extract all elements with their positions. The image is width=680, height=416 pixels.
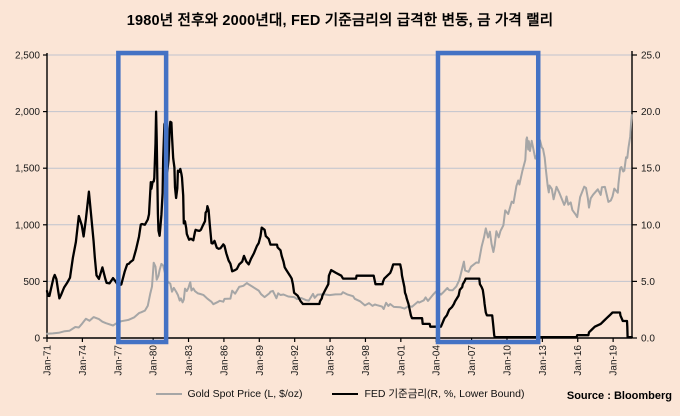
highlight-box-1	[116, 50, 169, 345]
legend-item-gold: Gold Spot Price (L, $/oz)	[155, 387, 303, 400]
source-label: Source : Bloomberg	[566, 390, 672, 402]
x-axis-tick-label: Jan-16	[573, 345, 584, 376]
x-axis-tick-label: Jan-98	[361, 345, 372, 376]
x-axis-tick-label: Jan-04	[432, 345, 443, 376]
x-axis-tick-label: Jan-83	[184, 345, 195, 376]
x-axis-tick-label: Jan-80	[149, 345, 160, 376]
left-axis-tick-label: 0	[34, 334, 40, 345]
left-axis-tick-label: 2,500	[15, 51, 40, 62]
highlight-box-2	[435, 50, 541, 345]
right-axis-tick-label: 10.0	[641, 220, 661, 231]
legend-label-fed: FED 기준금리(R, %, Lower Bound)	[364, 388, 525, 400]
chart-title: 1980년 전후와 2000년대, FED 기준금리의 급격한 변동, 금 가격…	[126, 13, 554, 29]
x-axis-tick-label: Jan-01	[396, 345, 407, 376]
gold-spot-price-line	[46, 114, 633, 335]
gridlines	[47, 54, 632, 282]
x-axis-tick-label: Jan-13	[538, 345, 549, 376]
x-axis-tick-label: Jan-71	[43, 345, 54, 376]
left-axis-tick-label: 2,000	[15, 107, 40, 118]
legend-label-gold: Gold Spot Price (L, $/oz)	[187, 387, 303, 400]
fed-funds-rate-line	[45, 110, 633, 339]
left-axis-tick-label: 1,500	[15, 164, 40, 175]
x-axis-tick-label: Jan-19	[609, 345, 620, 376]
x-axis-tick-label: Jan-07	[467, 345, 478, 376]
gold-line-swatch	[155, 392, 182, 395]
right-axis-tick-label: 20.0	[641, 107, 661, 118]
x-axis-tick-label: Jan-74	[78, 345, 89, 376]
right-axis-tick-label: 5.0	[641, 277, 655, 288]
left-axis-tick-label: 1,000	[15, 220, 40, 231]
fed-line-swatch	[332, 392, 359, 395]
x-axis-tick-label: Jan-92	[290, 345, 301, 376]
x-axis-tick-label: Jan-95	[326, 345, 337, 376]
right-axis-tick-label: 25.0	[641, 51, 661, 62]
axes: 0 500 1,000 1,500 2,000 2,500 0.0 5.0 10.0 15.0 20…	[15, 51, 661, 376]
legend-item-fed: FED 기준금리(R, %, Lower Bound)	[332, 386, 524, 401]
right-axis-tick-label: 15.0	[641, 164, 661, 175]
left-axis-tick-label: 500	[23, 277, 40, 288]
x-axis-tick-label: Jan-10	[502, 345, 513, 376]
right-axis-tick-label: 0.0	[641, 334, 655, 345]
x-axis-tick-label: Jan-77	[113, 345, 124, 376]
x-axis-tick-label: Jan-89	[255, 345, 266, 376]
x-axis-tick-label: Jan-86	[219, 345, 230, 376]
legend: Gold Spot Price (L, $/oz) FED 기준금리(R, %,…	[0, 386, 680, 401]
